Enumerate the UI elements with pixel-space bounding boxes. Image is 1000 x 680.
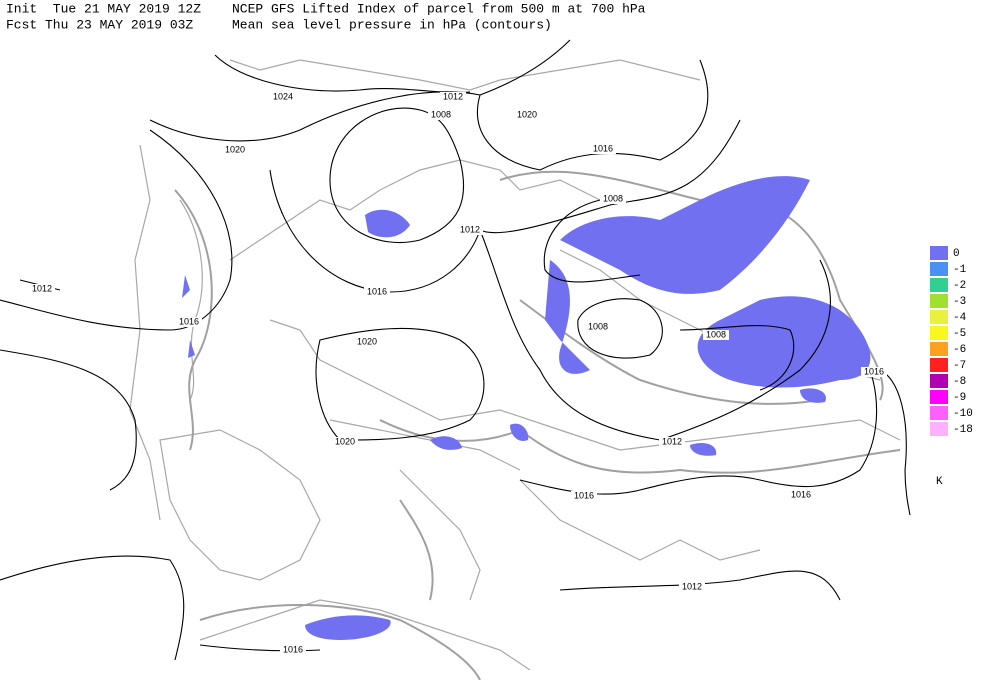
contour-label-bg xyxy=(590,144,616,154)
contour-label: 1020 xyxy=(517,109,537,119)
legend-swatch xyxy=(930,390,948,404)
legend-swatch xyxy=(930,342,948,356)
contour-label: 1016 xyxy=(864,366,884,376)
contour-label-bg xyxy=(364,287,390,297)
contour-label: 1016 xyxy=(283,644,303,654)
legend-label: -5 xyxy=(953,328,966,340)
contour-label-bg xyxy=(428,110,454,120)
contour-label-bg xyxy=(600,194,626,204)
legend-label: -18 xyxy=(953,424,973,436)
legend-swatch xyxy=(930,310,948,324)
isolines xyxy=(174,170,901,680)
contour-label-bg xyxy=(176,317,202,327)
contour-label: 1012 xyxy=(682,581,702,591)
contour-label: 1020 xyxy=(335,436,355,446)
header-init: Init Tue 21 MAY 2019 12Z xyxy=(6,1,201,16)
contour-label-bg xyxy=(29,284,55,294)
contour-label: 1020 xyxy=(357,336,377,346)
contour-label-bg xyxy=(659,437,685,447)
contour-label: 1012 xyxy=(662,436,682,446)
legend-label: -2 xyxy=(953,280,966,292)
contour-label-bg xyxy=(585,322,611,332)
contour-label: 1012 xyxy=(32,283,52,293)
legend-swatch xyxy=(930,326,948,340)
legend-label: -4 xyxy=(953,312,967,324)
legend-swatch xyxy=(930,278,948,292)
contour-label-bg xyxy=(703,330,729,340)
contour-label-bg xyxy=(788,490,814,500)
legend-swatch xyxy=(930,262,948,276)
contour-label-bg xyxy=(571,491,597,501)
contour-labels: 1024 1012 1020 1008 1020 1016 1008 1012 1012 1016… xyxy=(29,91,887,655)
contour-label: 1016 xyxy=(593,143,613,153)
legend-swatch xyxy=(930,422,948,436)
contour-label: 1016 xyxy=(791,489,811,499)
legend-swatch xyxy=(930,358,948,372)
contour-label: 1008 xyxy=(431,109,451,119)
contour-label-bg xyxy=(514,110,540,120)
contour-label: 1016 xyxy=(179,316,199,326)
header-subtitle: Mean sea level pressure in hPa (contours… xyxy=(232,17,552,32)
header-fcst: Fcst Thu 23 MAY 2019 03Z xyxy=(6,17,193,32)
precip-areas xyxy=(182,176,871,640)
legend-label: 0 xyxy=(953,248,960,260)
contour-label-bg xyxy=(457,225,483,235)
header-title: NCEP GFS Lifted Index of parcel from 500… xyxy=(232,1,646,16)
contour-label-bg xyxy=(332,437,358,447)
contour-label-bg xyxy=(222,145,248,155)
legend-unit: K xyxy=(936,476,943,488)
legend-label: -6 xyxy=(953,344,966,356)
contour-label: 1020 xyxy=(225,144,245,154)
contour-label: 1016 xyxy=(367,286,387,296)
legend-label: -3 xyxy=(953,296,966,308)
legend-swatch xyxy=(930,406,948,420)
legend-swatch xyxy=(930,374,948,388)
contour-label-bg xyxy=(440,92,466,102)
contour-label: 1008 xyxy=(603,193,623,203)
contour-label: 1024 xyxy=(273,91,293,101)
contour-label-bg xyxy=(679,582,705,592)
legend: 0 -1 -2 -3 -4 -5 -6 -7 -8 -9 -10 -18 K xyxy=(930,246,973,488)
legend-label: -1 xyxy=(953,264,967,276)
contour-label: 1008 xyxy=(706,329,726,339)
legend-label: -8 xyxy=(953,376,966,388)
contour-label: 1012 xyxy=(443,91,463,101)
contour-label-bg xyxy=(280,645,306,655)
contour-label: 1008 xyxy=(588,321,608,331)
contour-label: 1016 xyxy=(574,490,594,500)
legend-swatch xyxy=(930,294,948,308)
legend-label: -9 xyxy=(953,392,966,404)
contour-label-bg xyxy=(861,367,887,377)
legend-label: -7 xyxy=(953,360,966,372)
legend-swatch xyxy=(930,246,948,260)
contour-label-bg xyxy=(354,337,380,347)
legend-label: -10 xyxy=(953,408,973,420)
contour-label: 1012 xyxy=(460,224,480,234)
contour-label-bg xyxy=(270,92,296,102)
